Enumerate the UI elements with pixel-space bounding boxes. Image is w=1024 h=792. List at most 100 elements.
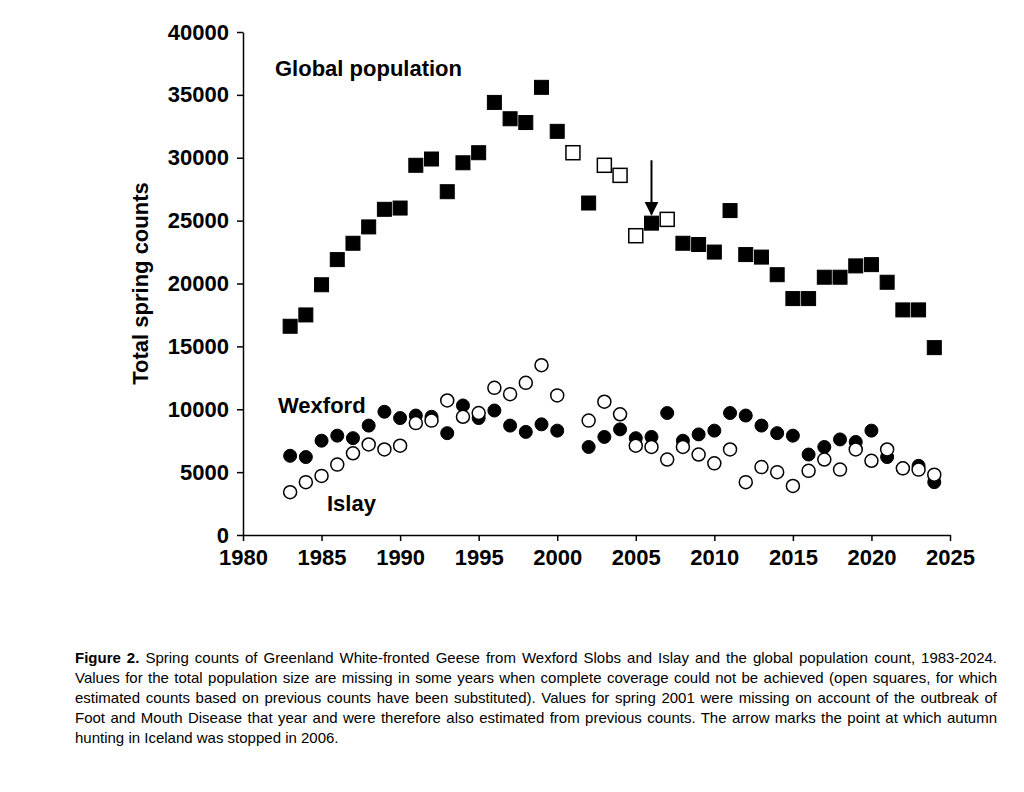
point [692, 428, 705, 441]
point [692, 448, 705, 461]
y-tick: 30000 [168, 145, 243, 170]
x-tick-mark [950, 535, 952, 541]
x-tick-mark [400, 535, 402, 541]
x-tick-label: 1985 [298, 545, 347, 570]
point [377, 202, 391, 216]
point [739, 409, 752, 422]
point [786, 292, 800, 306]
point [425, 414, 438, 427]
x-tick-mark [636, 535, 638, 541]
point [786, 429, 799, 442]
point [331, 458, 344, 471]
x-tick-label: 2025 [926, 545, 975, 570]
point [472, 146, 486, 160]
x-tick: 1985 [298, 535, 347, 570]
point [834, 433, 847, 446]
point [707, 245, 721, 259]
x-tick-mark [557, 535, 559, 541]
y-tick: 15000 [168, 334, 243, 359]
point [299, 451, 312, 464]
point [818, 453, 831, 466]
point [629, 439, 642, 452]
point [456, 410, 469, 423]
x-tick: 1980 [219, 535, 268, 570]
point [566, 146, 580, 160]
y-tick-label: 10000 [168, 397, 229, 422]
x-tick-label: 2000 [533, 545, 582, 570]
point [299, 476, 312, 489]
x-tick: 2000 [533, 535, 582, 570]
point [865, 424, 878, 437]
x-tick: 2020 [847, 535, 896, 570]
x-tick-mark [478, 535, 480, 541]
x-tick: 1990 [376, 535, 425, 570]
x-tick: 2010 [690, 535, 739, 570]
point [394, 439, 407, 452]
y-tick-label: 35000 [168, 82, 229, 107]
point [299, 308, 313, 322]
point [723, 204, 737, 218]
x-tick-mark [243, 535, 245, 541]
series-label: Islay [327, 491, 377, 516]
point [283, 319, 297, 333]
point [582, 440, 595, 453]
point [614, 408, 627, 421]
point [724, 443, 737, 456]
point [394, 412, 407, 425]
point [802, 464, 815, 477]
y-tick: 25000 [168, 208, 243, 233]
plot-marks [283, 80, 941, 498]
x-axis: 1980 1985 1990 1995 2000 2005 2010 2015 2020 2025 [219, 535, 975, 570]
point [362, 419, 375, 432]
y-tick: 40000 [168, 20, 243, 45]
point [582, 196, 596, 210]
x-tick-label: 2005 [612, 545, 661, 570]
series-label: Wexford [278, 393, 366, 418]
y-tick-label: 20000 [168, 271, 229, 296]
arrow [650, 160, 652, 214]
point [739, 476, 752, 489]
point [598, 430, 611, 443]
point [315, 278, 329, 292]
point [362, 438, 375, 451]
x-axis-line [244, 535, 951, 537]
point [865, 454, 878, 467]
x-tick: 1995 [455, 535, 504, 570]
y-tick-mark [237, 283, 243, 285]
y-axis: 0500010000150002000025000300003500040000 [168, 20, 244, 548]
point [597, 158, 611, 172]
x-tick-label: 2015 [769, 545, 818, 570]
point [912, 463, 925, 476]
y-tick-mark [237, 472, 243, 474]
point [834, 463, 847, 476]
point [441, 427, 454, 440]
point [770, 268, 784, 282]
point [771, 427, 784, 440]
point [896, 303, 910, 317]
caption: Figure 2. Spring counts of Greenland Whi… [75, 648, 997, 748]
point [864, 258, 878, 272]
y-tick: 10000 [168, 397, 243, 422]
point [771, 466, 784, 479]
point [818, 440, 831, 453]
x-tick-label: 2020 [847, 545, 896, 570]
x-tick: 2005 [612, 535, 661, 570]
point [284, 486, 297, 499]
point [519, 116, 533, 130]
point [284, 449, 297, 462]
point [755, 419, 768, 432]
point [754, 250, 768, 264]
point [786, 479, 799, 492]
y-tick-label: 25000 [168, 208, 229, 233]
point [504, 388, 517, 401]
y-tick-label: 15000 [168, 334, 229, 359]
point [598, 395, 611, 408]
point [504, 419, 517, 432]
point [488, 404, 501, 417]
x-tick: 2015 [769, 535, 818, 570]
y-tick: 5000 [180, 460, 243, 485]
point [440, 185, 454, 199]
point [315, 434, 328, 447]
series [566, 146, 674, 243]
x-tick: 2025 [926, 535, 975, 570]
